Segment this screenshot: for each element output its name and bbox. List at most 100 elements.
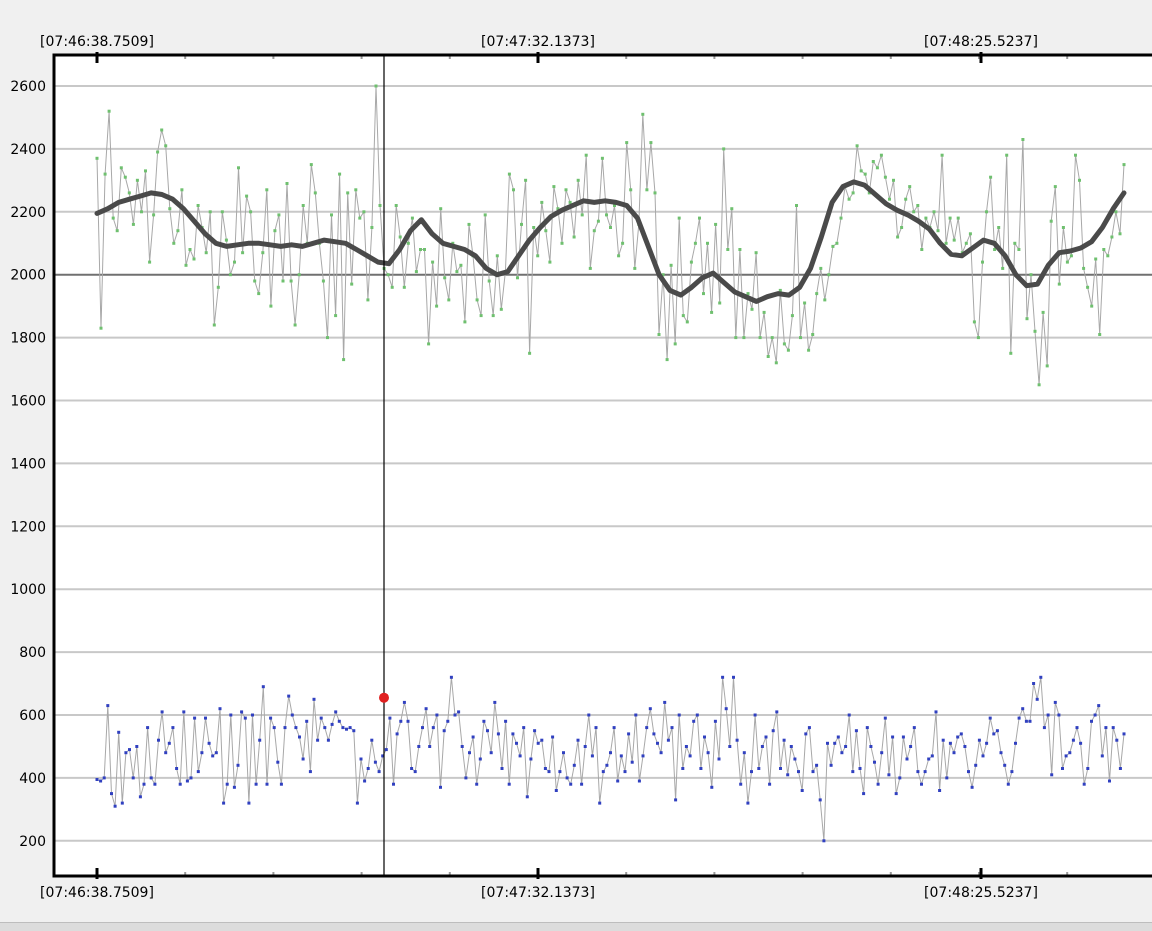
data-point bbox=[419, 248, 422, 251]
data-point bbox=[225, 782, 229, 786]
data-point bbox=[713, 719, 717, 723]
data-point bbox=[641, 754, 645, 758]
data-point bbox=[491, 314, 495, 318]
data-point bbox=[927, 757, 931, 761]
data-point bbox=[669, 263, 673, 267]
axis-layer: 2600 2400 2200 2000 1800 1600 1400 1200 1000 800 6… bbox=[10, 34, 1152, 901]
data-point bbox=[272, 726, 276, 730]
data-point bbox=[867, 191, 871, 195]
cursor-layer[interactable] bbox=[379, 55, 389, 876]
data-point bbox=[442, 729, 446, 733]
data-point bbox=[381, 754, 385, 758]
data-point bbox=[529, 757, 533, 761]
data-point bbox=[439, 785, 442, 789]
data-point bbox=[722, 147, 726, 151]
data-point bbox=[1035, 697, 1039, 701]
data-point bbox=[738, 248, 742, 251]
data-point bbox=[590, 754, 594, 758]
data-point bbox=[1042, 726, 1046, 730]
data-point bbox=[762, 310, 766, 314]
data-point bbox=[167, 741, 171, 745]
data-point bbox=[342, 358, 346, 362]
data-point bbox=[394, 204, 398, 207]
data-point bbox=[760, 745, 764, 748]
window-bottom-strip bbox=[0, 922, 1152, 931]
data-point bbox=[858, 767, 862, 770]
data-point bbox=[496, 732, 500, 736]
data-point bbox=[243, 716, 247, 720]
data-point bbox=[532, 226, 536, 229]
data-point bbox=[629, 188, 633, 192]
data-point bbox=[171, 726, 175, 730]
data-point bbox=[879, 153, 883, 157]
data-point bbox=[698, 216, 701, 220]
data-point bbox=[804, 732, 808, 736]
data-point bbox=[279, 782, 283, 786]
data-point bbox=[674, 798, 678, 802]
data-point bbox=[447, 298, 451, 302]
data-point bbox=[894, 792, 898, 796]
data-point bbox=[308, 770, 312, 774]
data-point bbox=[803, 301, 807, 305]
data-point bbox=[702, 292, 705, 296]
data-point bbox=[981, 260, 984, 264]
data-point bbox=[374, 84, 378, 88]
data-point bbox=[350, 282, 354, 286]
data-point bbox=[932, 210, 936, 214]
data-point bbox=[976, 336, 980, 340]
data-point bbox=[236, 763, 240, 767]
data-point bbox=[908, 185, 912, 189]
data-point bbox=[1053, 700, 1057, 704]
data-point bbox=[113, 804, 117, 808]
data-point bbox=[233, 260, 236, 264]
data-point bbox=[941, 738, 945, 742]
data-point bbox=[370, 738, 374, 742]
data-point bbox=[319, 716, 323, 720]
data-point bbox=[695, 713, 699, 717]
data-point bbox=[637, 779, 641, 783]
data-point bbox=[500, 767, 504, 770]
data-point bbox=[706, 751, 710, 755]
cursor-marker[interactable] bbox=[379, 692, 389, 703]
data-point bbox=[818, 798, 822, 802]
data-point bbox=[952, 751, 956, 755]
data-point bbox=[778, 288, 782, 292]
data-point bbox=[193, 716, 197, 720]
data-point bbox=[479, 314, 483, 318]
data-point bbox=[596, 219, 600, 223]
x-tick-label-top: [07:48:25.5237] bbox=[924, 34, 1038, 50]
data-point bbox=[840, 751, 844, 755]
data-point bbox=[414, 270, 418, 274]
data-point bbox=[164, 144, 168, 148]
data-point bbox=[504, 719, 508, 723]
data-point bbox=[800, 789, 804, 792]
data-point bbox=[95, 156, 99, 160]
data-point bbox=[592, 229, 596, 233]
data-point bbox=[732, 675, 735, 679]
series-layer bbox=[94, 84, 1127, 843]
data-point bbox=[554, 789, 558, 792]
data-point bbox=[905, 757, 909, 761]
data-point bbox=[754, 251, 758, 255]
data-point bbox=[819, 266, 823, 270]
data-point bbox=[281, 279, 285, 283]
data-point bbox=[366, 298, 370, 302]
data-point bbox=[625, 141, 629, 145]
data-point bbox=[706, 241, 709, 245]
data-point bbox=[875, 166, 879, 170]
data-point bbox=[431, 726, 435, 730]
data-point bbox=[948, 216, 952, 220]
data-point bbox=[247, 801, 251, 805]
data-point bbox=[598, 801, 602, 805]
data-point bbox=[724, 707, 728, 711]
data-point bbox=[916, 770, 920, 774]
data-point bbox=[600, 156, 604, 160]
data-point bbox=[904, 197, 908, 201]
data-point bbox=[730, 207, 734, 211]
data-point bbox=[750, 307, 754, 311]
data-point bbox=[435, 713, 439, 717]
data-point bbox=[298, 735, 301, 739]
data-point bbox=[164, 751, 168, 755]
data-point bbox=[657, 333, 661, 336]
